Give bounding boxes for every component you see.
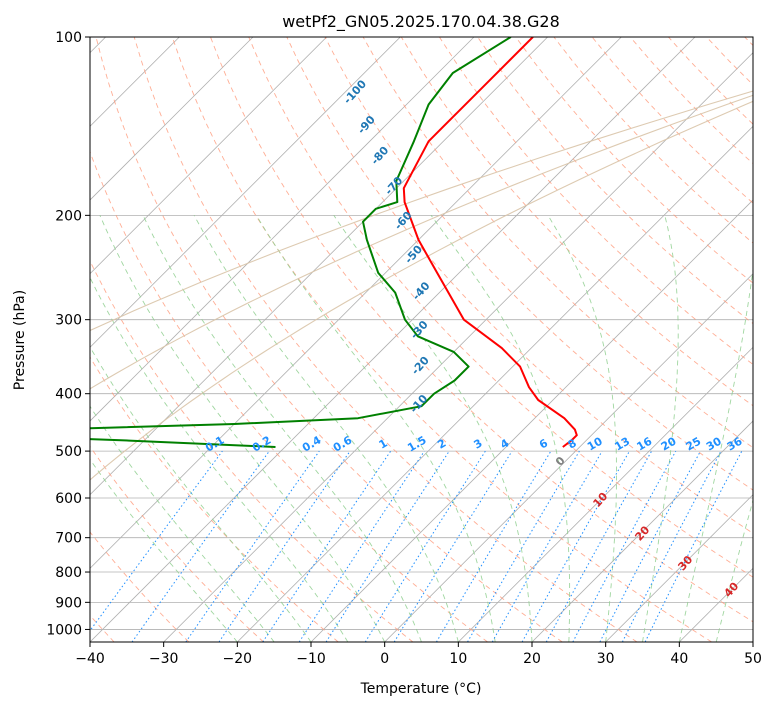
dry-adiabat-label: -10: [407, 392, 430, 416]
x-tick-label: −30: [149, 651, 179, 667]
mixing-ratio-line: [82, 451, 223, 642]
mixing-ratio-label: 10: [585, 434, 605, 453]
x-tick-label: 40: [670, 651, 688, 667]
dry-adiabat-line: [0, 37, 338, 642]
y-tick-label: 900: [55, 595, 82, 611]
moist-adiabat-line: [643, 215, 679, 642]
y-tick-label: 300: [55, 313, 82, 329]
x-axis-label: Temperature (°C): [360, 681, 482, 697]
y-tick-label: 800: [55, 565, 82, 581]
x-tick-label: 10: [449, 651, 467, 667]
mixing-ratio-line: [263, 451, 391, 642]
x-tick-label: −10: [296, 651, 326, 667]
isotherm-line: [753, 37, 775, 642]
moist-adiabat-label: 0: [553, 454, 568, 469]
mixing-ratio-label: 3: [471, 437, 484, 452]
dewpoint-profile-line: [0, 37, 511, 447]
y-tick-label: 1000: [46, 622, 82, 638]
dry-adiabat-label: -100: [341, 77, 369, 106]
mixing-ratio-label: 2: [435, 437, 448, 452]
mixing-ratio-line: [522, 451, 629, 642]
plot-frame: [90, 37, 753, 642]
dry-adiabat-line: [707, 37, 775, 642]
guide-curve: [0, 37, 775, 642]
dry-adiabat-label: -30: [408, 318, 431, 342]
moist-adiabat-label: 30: [675, 553, 695, 573]
x-tick-label: −20: [223, 651, 253, 667]
isotherm-line: [0, 37, 400, 642]
dry-adiabat-label: -80: [368, 144, 391, 168]
y-axis-label: Pressure (hPa): [12, 290, 28, 390]
mixing-ratio-line: [468, 451, 580, 642]
dry-adiabat-label: -20: [409, 354, 432, 378]
mixing-ratio-line: [573, 451, 676, 642]
y-tick-label: 100: [55, 30, 82, 46]
chart-title: wetPf2_GN05.2025.170.04.38.G28: [282, 12, 560, 32]
guide-curve: [0, 37, 775, 642]
dry-adiabat-line: [668, 37, 775, 642]
isotherm-line: [311, 37, 775, 642]
moist-adiabat-line: [334, 215, 532, 642]
y-tick-label: 200: [55, 208, 82, 224]
isotherm-line: [458, 37, 775, 642]
moist-adiabat-line: [679, 215, 758, 642]
dry-adiabat-label: -70: [382, 174, 405, 198]
y-tick-label: 400: [55, 387, 82, 403]
mixing-ratio-label: 20: [659, 434, 679, 453]
y-tick-label: 500: [55, 444, 82, 460]
mixing-ratio-label: 8: [566, 437, 579, 452]
y-tick-label: 700: [55, 531, 82, 547]
moist-adiabat-line: [194, 215, 458, 642]
mixing-ratio-line: [299, 451, 424, 642]
guide-curve: [0, 37, 775, 642]
x-tick-label: −40: [75, 651, 105, 667]
moist-adiabat-line: [143, 215, 422, 642]
mixing-ratio-label: 13: [612, 435, 632, 454]
mixing-ratio-label: 36: [725, 434, 745, 453]
mixing-ratio-label: 25: [684, 435, 704, 454]
x-tick-label: 50: [744, 651, 762, 667]
isotherm-line: [16, 37, 621, 642]
isotherm-line: [237, 37, 775, 642]
x-tick-label: 30: [597, 651, 615, 667]
mixing-ratio-label: 30: [704, 434, 724, 453]
y-tick-label: 600: [55, 491, 82, 507]
isotherm-line: [90, 37, 695, 642]
mixing-ratio-line: [436, 451, 551, 642]
x-tick-label: 0: [380, 651, 389, 667]
mixing-ratio-line: [365, 451, 485, 642]
isotherm-line: [0, 37, 253, 642]
moist-adiabat-line: [0, 215, 274, 642]
dry-adiabat-label: -90: [355, 113, 378, 137]
dry-adiabat-label: -60: [392, 209, 415, 233]
mixing-ratio-line: [326, 451, 449, 642]
moist-adiabat-line: [0, 215, 237, 642]
isotherm-line: [0, 37, 474, 642]
dry-adiabat-line: [745, 37, 775, 642]
dry-adiabat-line: [134, 37, 637, 642]
isotherm-line: [164, 37, 769, 642]
dry-adiabat-line: [0, 37, 264, 642]
isotherm-line: [0, 37, 327, 642]
dry-adiabat-label: -40: [410, 279, 433, 303]
mixing-ratio-label: 6: [537, 436, 550, 451]
x-tick-label: 20: [523, 651, 541, 667]
dry-adiabat-line: [592, 37, 775, 642]
isotherm-line: [0, 37, 548, 642]
moist-adiabat-label: 20: [632, 523, 652, 543]
mixing-ratio-label: 16: [635, 434, 655, 453]
moist-adiabat-line: [256, 215, 495, 642]
dry-adiabat-line: [516, 37, 775, 642]
